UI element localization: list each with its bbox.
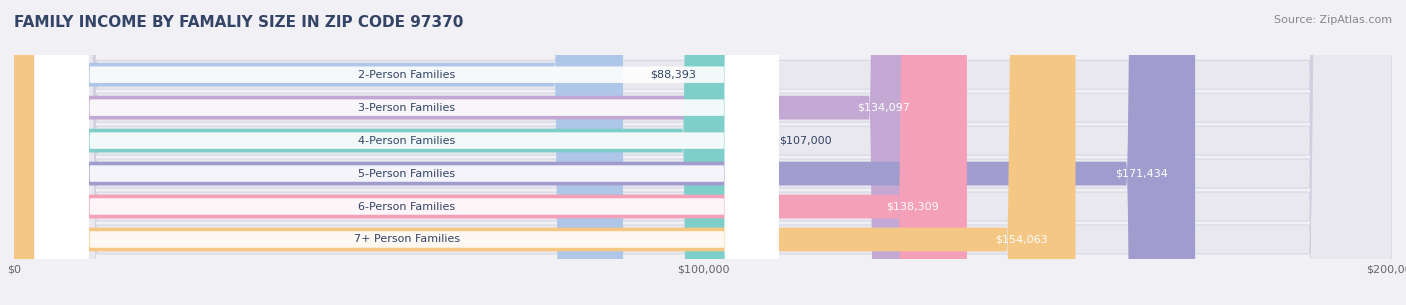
- FancyBboxPatch shape: [14, 0, 751, 305]
- FancyBboxPatch shape: [35, 0, 779, 305]
- Text: $134,097: $134,097: [858, 103, 910, 113]
- Text: 4-Person Families: 4-Person Families: [359, 136, 456, 145]
- Text: 2-Person Families: 2-Person Families: [359, 70, 456, 80]
- Text: $88,393: $88,393: [651, 70, 696, 80]
- Text: $107,000: $107,000: [779, 136, 831, 145]
- FancyBboxPatch shape: [14, 0, 1392, 305]
- FancyBboxPatch shape: [35, 0, 779, 305]
- Text: FAMILY INCOME BY FAMALIY SIZE IN ZIP CODE 97370: FAMILY INCOME BY FAMALIY SIZE IN ZIP COD…: [14, 15, 464, 30]
- Text: 6-Person Families: 6-Person Families: [359, 202, 456, 211]
- Text: $138,309: $138,309: [887, 202, 939, 211]
- FancyBboxPatch shape: [14, 0, 623, 305]
- FancyBboxPatch shape: [14, 0, 1392, 305]
- Text: 3-Person Families: 3-Person Families: [359, 103, 456, 113]
- Text: 7+ Person Families: 7+ Person Families: [354, 235, 460, 245]
- Text: Source: ZipAtlas.com: Source: ZipAtlas.com: [1274, 15, 1392, 25]
- Text: $171,434: $171,434: [1115, 169, 1167, 178]
- FancyBboxPatch shape: [14, 0, 1392, 305]
- Text: $154,063: $154,063: [995, 235, 1047, 245]
- FancyBboxPatch shape: [14, 0, 1195, 305]
- FancyBboxPatch shape: [14, 0, 938, 305]
- FancyBboxPatch shape: [14, 0, 1076, 305]
- FancyBboxPatch shape: [14, 0, 1392, 305]
- FancyBboxPatch shape: [35, 0, 779, 305]
- Text: 5-Person Families: 5-Person Families: [359, 169, 456, 178]
- FancyBboxPatch shape: [14, 0, 1392, 305]
- FancyBboxPatch shape: [14, 0, 1392, 305]
- FancyBboxPatch shape: [35, 0, 779, 305]
- FancyBboxPatch shape: [35, 0, 779, 305]
- FancyBboxPatch shape: [14, 0, 967, 305]
- FancyBboxPatch shape: [35, 0, 779, 305]
